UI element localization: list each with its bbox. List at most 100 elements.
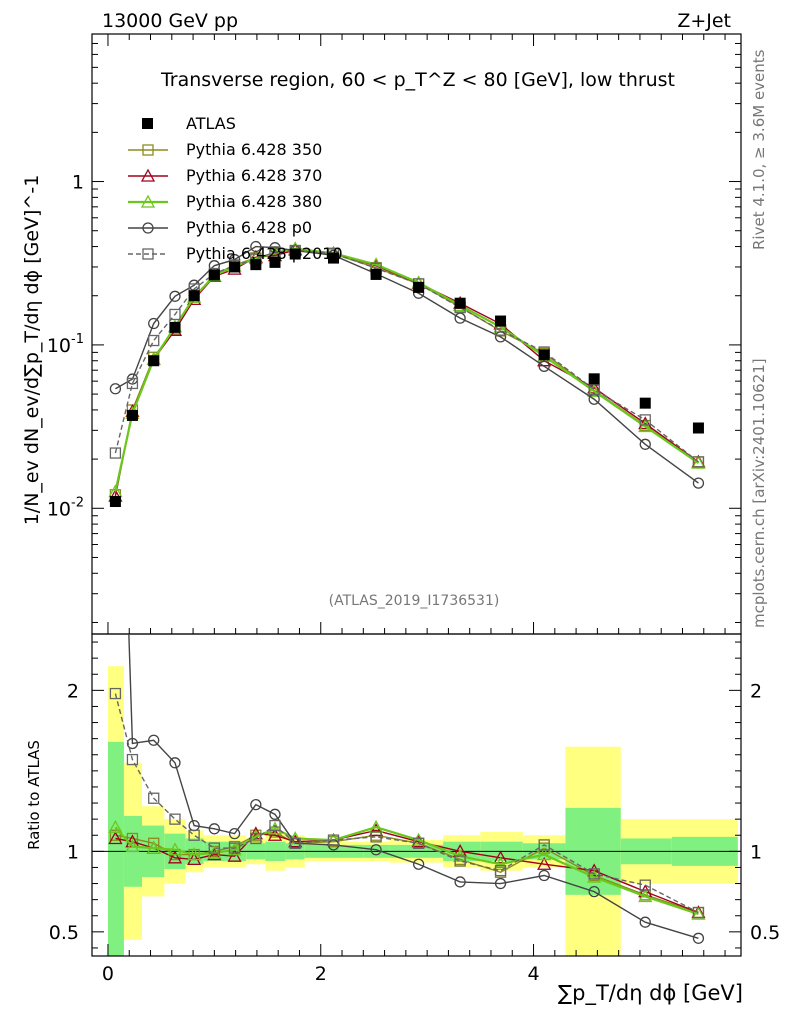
- legend-marker-atlas: [142, 118, 153, 129]
- ratio-y-axis-label: Ratio to ATLAS: [25, 740, 43, 850]
- series-point-ratio: [126, 753, 139, 766]
- y-tick-label-ratio: 2: [67, 680, 79, 702]
- y-tick-label-ratio-right: 2: [750, 680, 762, 702]
- series-point-main: [169, 290, 181, 302]
- x-tick-label: 4: [527, 963, 539, 985]
- series-point-ratio: [187, 852, 202, 866]
- series-point-main: [588, 383, 600, 396]
- x-tick-label: 2: [315, 963, 327, 985]
- ratio-uncertainty-bands: [107, 666, 738, 956]
- series-point-ratio: [169, 757, 181, 769]
- series-point-ratio: [494, 865, 507, 877]
- atlas-data-point: [538, 349, 550, 361]
- atlas-data-point: [328, 252, 340, 264]
- series-point-ratio: [250, 832, 262, 845]
- atlas-data-point: [269, 256, 281, 268]
- series-line-main: [114, 247, 700, 492]
- x-axis-label: ∑p_T/dη dϕ [GeV]: [558, 981, 743, 1006]
- legend-marker: [140, 194, 156, 208]
- series-point-main: [639, 414, 651, 426]
- series-point-ratio: [267, 821, 283, 835]
- series-point-ratio: [692, 932, 705, 944]
- series-point-ratio: [691, 906, 706, 920]
- series-point-ratio: [538, 869, 550, 882]
- series-point-ratio: [454, 876, 466, 888]
- atlas-data-point: [639, 397, 651, 409]
- y-tick-label-ratio-right: 0.5: [750, 922, 780, 944]
- ratio-panel-frame: [91, 633, 742, 957]
- band-inner-bin: [107, 741, 124, 956]
- series-point-ratio: [327, 834, 340, 846]
- series-point-main: [639, 438, 651, 450]
- y-tick-label-ratio-right: 1: [750, 841, 762, 863]
- main-y-axis-label: 1/N_ev dN_ev/d∑p_T/dη dϕ [GeV]^-1: [21, 175, 43, 526]
- series-point-ratio: [109, 687, 122, 700]
- side-mcplots-text: mcplots.cern.ch [arXiv:2401.10621]: [750, 358, 768, 628]
- series-point-ratio: [493, 856, 508, 870]
- analysis-watermark: (ATLAS_2019_I1736531): [329, 593, 500, 609]
- atlas-data-point: [495, 315, 507, 327]
- atlas-data-point: [188, 290, 200, 302]
- series-point-ratio: [146, 840, 161, 854]
- series-point-main: [148, 334, 160, 347]
- series-point-main: [148, 317, 160, 330]
- series-point-ratio: [289, 837, 301, 849]
- atlas-data-point: [148, 355, 160, 367]
- header-collision: 13000 GeV pp: [102, 10, 238, 32]
- atlas-data-point: [169, 321, 181, 333]
- series-point-ratio: [538, 839, 550, 851]
- series-point-ratio: [148, 734, 160, 746]
- series-point-ratio: [227, 842, 242, 856]
- series-point-ratio: [639, 916, 651, 928]
- series-point-ratio: [250, 799, 262, 811]
- ratio-series-layer: [108, 634, 706, 944]
- series-line-ratio: [115, 829, 699, 914]
- series-point-ratio: [588, 868, 600, 880]
- series-point-main: [538, 360, 550, 372]
- legend-marker: [142, 144, 154, 156]
- series-point-ratio: [537, 847, 552, 861]
- series-point-ratio: [587, 863, 602, 877]
- legend-label: Pythia 6.428 p2010: [186, 244, 343, 263]
- axis-ticks: 0 2 4 10-2 10-1 1 0.5 0.5 1 1 2 2: [47, 33, 780, 985]
- legend-label-atlas: ATLAS: [186, 114, 236, 133]
- series-point-ratio: [269, 808, 281, 820]
- series-point-ratio: [108, 831, 123, 845]
- series-point-ratio: [412, 858, 425, 870]
- atlas-data-point: [250, 259, 262, 271]
- series-point-ratio: [126, 832, 139, 845]
- legend-label: Pythia 6.428 350: [186, 140, 322, 159]
- series-point-main: [109, 383, 122, 395]
- atlas-data-point: [229, 261, 241, 273]
- series-point-ratio: [208, 842, 221, 854]
- side-rivet-text: Rivet 4.1.0, ≥ 3.6M events: [750, 49, 768, 250]
- series-point-ratio: [228, 827, 241, 840]
- atlas-data-point: [289, 248, 301, 260]
- series-line-main: [114, 249, 699, 463]
- legend-label: Pythia 6.428 370: [186, 166, 322, 185]
- series-point-ratio: [639, 879, 651, 891]
- series-point-ratio: [187, 847, 202, 861]
- series-point-ratio: [109, 829, 122, 841]
- plot-title: Transverse region, 60 < p_T^Z < 80 [GeV]…: [160, 69, 675, 91]
- series-point-main: [691, 455, 706, 469]
- series-point-ratio: [108, 819, 123, 833]
- atlas-data-point: [413, 281, 425, 293]
- series-point-ratio: [125, 839, 140, 853]
- series-point-ratio: [188, 829, 200, 841]
- series-point-ratio: [638, 889, 653, 903]
- series-point-main: [494, 331, 507, 343]
- series-point-ratio: [248, 829, 263, 843]
- series-point-ratio: [587, 869, 602, 883]
- legend-marker: [142, 222, 154, 234]
- legend-marker: [140, 168, 156, 182]
- series-point-ratio: [126, 737, 139, 750]
- series-point-ratio: [692, 906, 705, 919]
- series-point-ratio: [169, 813, 181, 825]
- series-point-ratio: [588, 885, 600, 898]
- series-point-ratio: [370, 831, 382, 843]
- series-point-main: [109, 447, 122, 459]
- series-point-main: [250, 240, 262, 253]
- atlas-data-point: [588, 373, 600, 385]
- atlas-data-point: [454, 297, 466, 309]
